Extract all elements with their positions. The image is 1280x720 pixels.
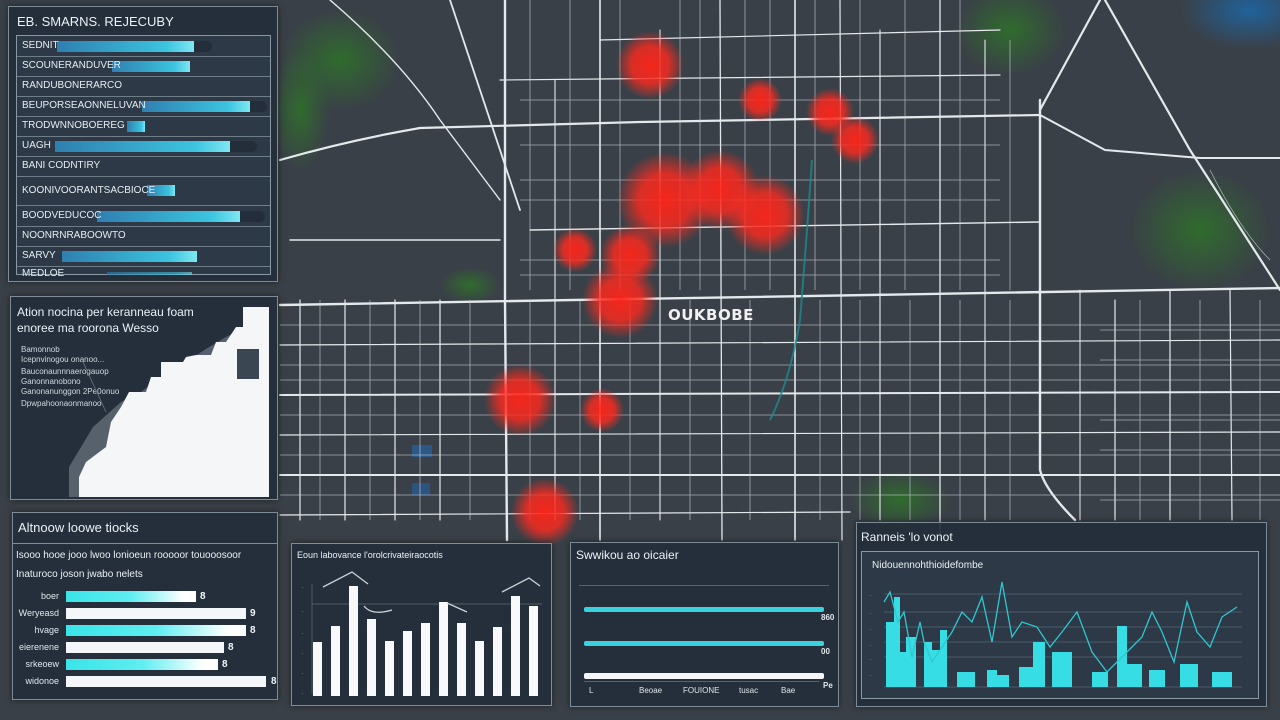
progress-panel: Swwikou ao oicaier 860 00 Pe L Beoae FOU…	[570, 542, 839, 707]
svg-text:.: .	[302, 584, 303, 590]
bar[interactable]	[66, 676, 266, 687]
list-item[interactable]: KOONIVOORANTSACBIOCE	[17, 176, 270, 206]
progress-bar[interactable]	[584, 607, 824, 612]
value-bar	[127, 121, 145, 132]
vertical-bar-chart[interactable]: ... ...	[292, 544, 553, 707]
list-item[interactable]: SCOUNERANDUVER	[17, 56, 270, 77]
svg-text:.: .	[302, 650, 303, 656]
combo-chart[interactable]: ... ...	[862, 552, 1260, 700]
svg-text:.: .	[302, 670, 303, 676]
list-item[interactable]: NOONRNRABOOWTO	[17, 226, 270, 247]
list-item[interactable]: BANI CODNTIRY	[17, 156, 270, 177]
svg-text:.: .	[302, 630, 303, 636]
bar[interactable]	[66, 659, 218, 670]
svg-text:.: .	[302, 690, 303, 696]
panel-title: Altnoow loowe tiocks	[18, 520, 139, 535]
value-bar	[97, 211, 240, 222]
heat-spots	[484, 31, 879, 546]
area-chart-panel: Ation nocina per keranneau foam enoree m…	[10, 296, 278, 500]
value-bar	[112, 61, 190, 72]
value-bar	[55, 141, 230, 152]
value-bar	[142, 101, 250, 112]
chart-subtitle: Nidouennohthioidefombe	[872, 560, 984, 571]
list-item[interactable]: RANDUBONERARCO	[17, 76, 270, 97]
combo-chart-frame: Nidouennohthioidefombe	[861, 551, 1259, 699]
bar[interactable]	[66, 591, 196, 602]
panel-title: Ranneis 'lo vonot	[861, 530, 953, 544]
chart-title: Ation nocina per keranneau foam	[17, 305, 194, 319]
svg-text:.: .	[870, 626, 871, 632]
list-item[interactable]: BOODVEDUCOC	[17, 206, 270, 227]
panel-title: EB. SMARNS. REJECUBY	[17, 14, 174, 29]
area-chart[interactable]	[11, 297, 279, 501]
list-item[interactable]: MEDLOE	[17, 264, 270, 285]
svg-text:.: .	[870, 610, 871, 616]
list-item[interactable]: BEUPORSEAONNELUVAN	[17, 96, 270, 117]
value-bar	[107, 272, 192, 275]
list-item[interactable]: TRODWNNOBOEREG	[17, 116, 270, 137]
chart-title: Eoun labovance l'orolcrivateiraocotis	[297, 550, 443, 560]
bar-list: SEDNIT SCOUNERANDUVER RANDUBONERARCO BEU…	[16, 35, 271, 279]
bar[interactable]	[66, 625, 246, 636]
category-bars-panel: EB. SMARNS. REJECUBY SEDNIT SCOUNERANDUV…	[8, 6, 278, 282]
list-item[interactable]: UAGH	[17, 136, 270, 157]
svg-text:.: .	[870, 592, 871, 598]
vertical-bar-panel: Eoun labovance l'orolcrivateiraocotis ..…	[291, 543, 552, 706]
value-bar	[147, 185, 175, 196]
list-item[interactable]: SARVY	[17, 246, 270, 267]
panel-title: Swwikou ao oicaier	[576, 548, 679, 562]
svg-text:.: .	[302, 608, 303, 614]
svg-text:.: .	[870, 642, 871, 648]
value-bar	[62, 251, 197, 262]
value-bar	[57, 41, 194, 52]
map-location-label: OUKBOBE	[668, 306, 754, 324]
bar[interactable]	[66, 608, 246, 619]
svg-text:.: .	[870, 656, 871, 662]
water-area	[1180, 0, 1280, 50]
list-item[interactable]: SEDNIT	[17, 36, 270, 57]
bar[interactable]	[66, 642, 224, 653]
progress-bar[interactable]	[584, 641, 824, 646]
progress-bar[interactable]	[584, 673, 824, 679]
combo-chart-panel: Ranneis 'lo vonot Nidouennohthioidefombe	[856, 522, 1267, 707]
svg-text:.: .	[870, 672, 871, 678]
horizontal-bar-panel: Altnoow loowe tiocks Isooo hooe jooo lwo…	[12, 512, 278, 700]
chart-subtitle: enoree ma roorona Wesso	[17, 321, 159, 335]
